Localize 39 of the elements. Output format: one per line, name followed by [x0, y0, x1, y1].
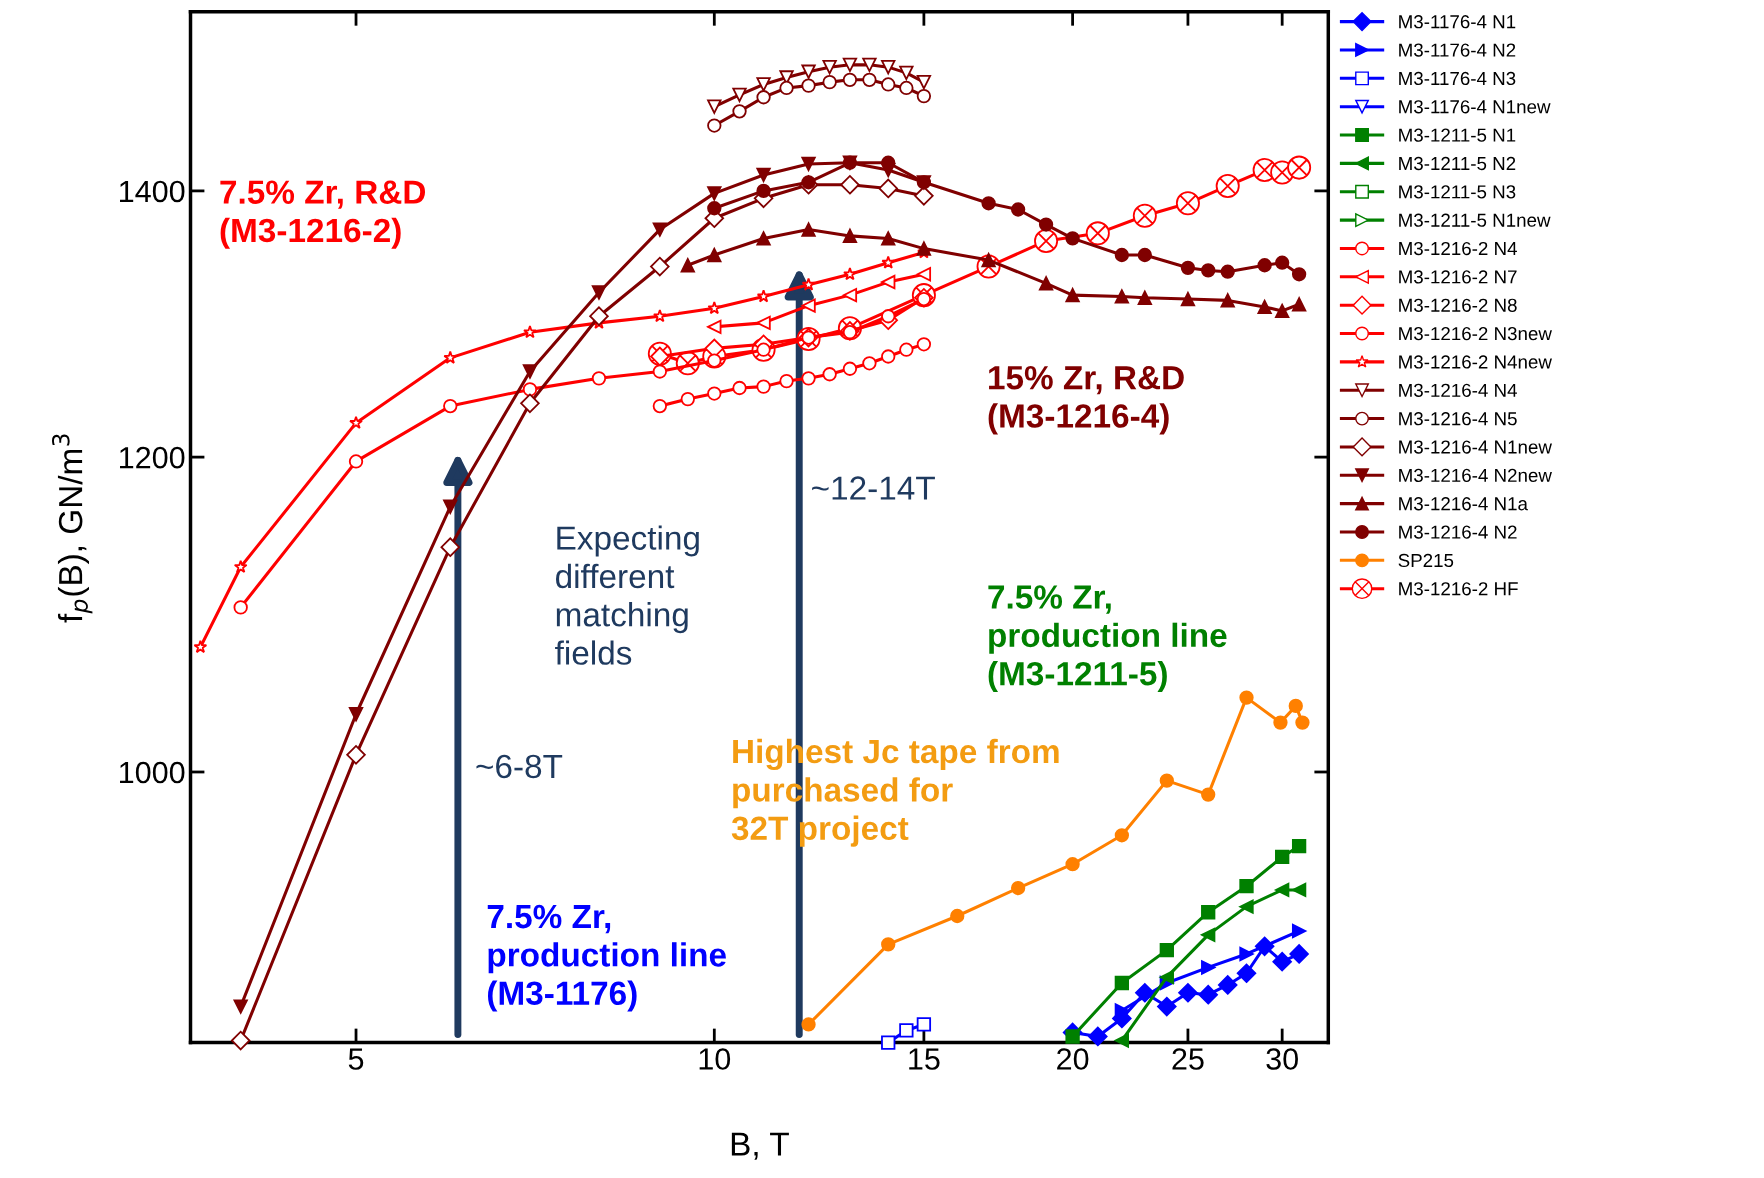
- legend-label: M3-1216-4 N2: [1399, 525, 1517, 539]
- legend-label: M3-1216-4 N5: [1399, 412, 1517, 426]
- legend-label: M3-1216-4 N1new: [1399, 440, 1552, 454]
- legend-label: M3-1216-2 N7: [1399, 270, 1517, 284]
- legend-label: M3-1216-2 HF: [1399, 582, 1518, 596]
- x-axis-title: B, T: [731, 1132, 789, 1160]
- legend-label: M3-1216-2 N4new: [1399, 355, 1552, 369]
- y-tick-label: 1000: [120, 761, 185, 784]
- legend-label: M3-1216-4 N1a: [1399, 497, 1528, 511]
- legend-label: M3-1216-2 N3new: [1399, 326, 1552, 341]
- x-tick-label: 30: [1266, 1048, 1298, 1070]
- x-tick-label: 10: [699, 1048, 731, 1070]
- annotation: 7.5% Zr, R&D (M3-1216-2): [220, 180, 426, 249]
- legend-label: M3-1216-4 N2new: [1399, 468, 1552, 483]
- y-axis-title: f$_{p}$(B), GN/m$^{3}$: [52, 434, 93, 623]
- legend-label: M3-1211-5 N1: [1399, 128, 1516, 142]
- legend-label: M3-1211-5 N1new: [1399, 213, 1551, 227]
- legend-label: M3-1176-4 N2: [1399, 43, 1516, 57]
- legend-label: SP215: [1398, 553, 1454, 568]
- annotation: Expecting different matching fields: [555, 525, 699, 665]
- annotation: 7.5% Zr, production line (M3-1211-5): [988, 585, 1227, 693]
- legend-label: M3-1176-4 N1new: [1399, 100, 1551, 114]
- y-tick-label: 1400: [120, 180, 185, 203]
- annotation: ~6-8T: [476, 754, 563, 779]
- legend-label: M3-1176-4 N1: [1399, 15, 1516, 29]
- x-tick-label: 5: [348, 1048, 364, 1070]
- legend-label: M3-1176-4 N3: [1399, 71, 1516, 86]
- legend-label: M3-1211-5 N3: [1399, 185, 1516, 199]
- annotation: 7.5% Zr, production line (M3-1176): [487, 904, 726, 1012]
- annotation: ~12-14T: [812, 476, 935, 500]
- x-tick-label: 25: [1172, 1048, 1204, 1070]
- legend-label: M3-1216-4 N4: [1399, 383, 1517, 397]
- y-tick-label: 1200: [120, 446, 185, 469]
- legend-label: M3-1216-2 N4: [1399, 241, 1517, 256]
- x-tick-label: 15: [909, 1048, 940, 1070]
- legend-label: M3-1216-2 N8: [1399, 298, 1517, 312]
- legend-label: M3-1211-5 N2: [1399, 156, 1516, 171]
- x-tick-label: 20: [1057, 1048, 1089, 1070]
- annotation: 15% Zr, R&D (M3-1216-4): [988, 365, 1184, 435]
